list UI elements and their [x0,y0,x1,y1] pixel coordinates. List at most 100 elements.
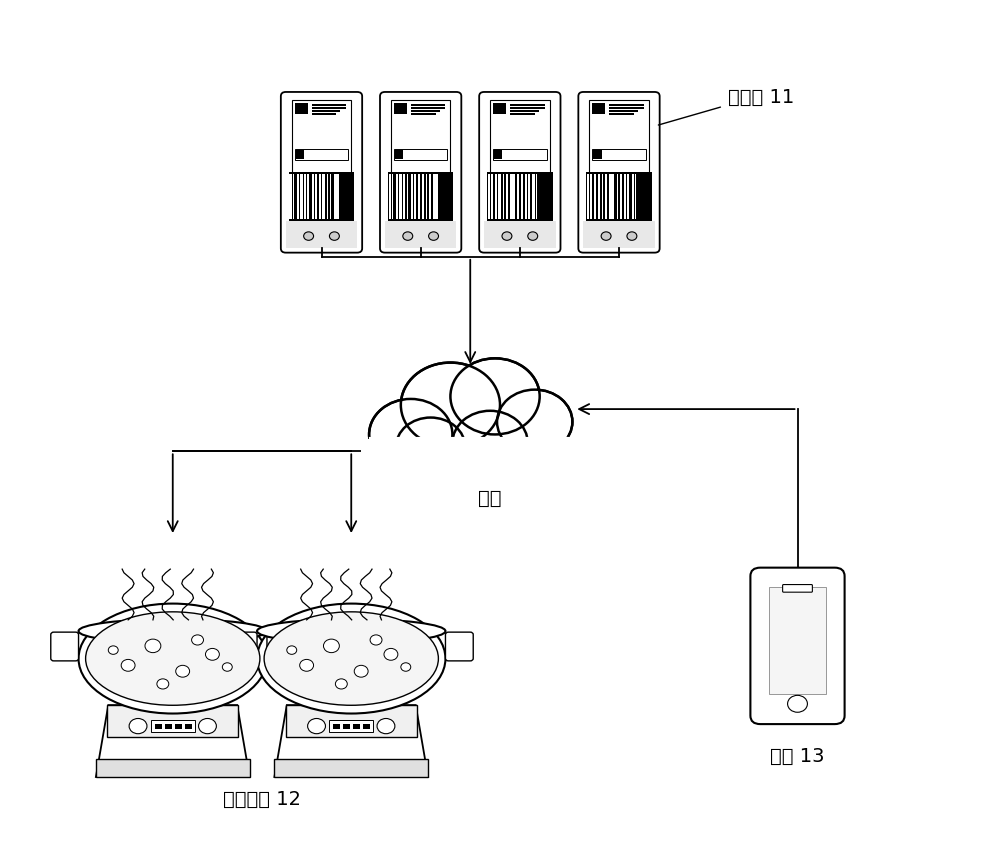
FancyBboxPatch shape [267,632,295,661]
Bar [521,175,523,220]
Bar [612,175,614,220]
Ellipse shape [86,612,260,705]
Bar [327,175,328,220]
Bar [525,175,527,220]
Bar [343,723,350,728]
Circle shape [354,665,368,677]
Bar [605,175,607,220]
Bar [295,104,308,115]
FancyBboxPatch shape [380,93,461,253]
Circle shape [452,411,528,475]
FancyBboxPatch shape [583,222,655,249]
Bar [300,175,303,220]
Bar [389,175,391,220]
Bar [411,111,440,113]
Bar [295,150,348,160]
Bar [315,175,317,220]
Circle shape [429,233,439,241]
Bar [617,175,618,220]
Bar [488,175,490,220]
Bar [394,104,407,115]
Bar [510,111,539,113]
Bar [503,175,504,220]
Bar [293,175,294,220]
Ellipse shape [79,604,267,714]
Bar [107,705,238,738]
Bar [422,175,424,220]
Circle shape [601,233,611,241]
Bar [498,175,501,220]
Polygon shape [274,705,428,777]
Bar [312,113,336,116]
Bar [286,705,417,738]
Circle shape [401,663,411,671]
Bar [598,175,600,220]
Circle shape [287,646,297,654]
Bar [609,111,638,113]
Bar [620,175,622,220]
Bar [391,102,450,180]
Bar [602,175,603,220]
Bar [411,108,445,110]
Bar [590,175,592,220]
Ellipse shape [264,612,438,705]
Bar [510,113,535,116]
FancyBboxPatch shape [286,222,357,249]
Bar [609,108,644,110]
FancyBboxPatch shape [578,93,660,253]
Bar [155,723,162,728]
Bar [517,175,519,220]
Bar [593,151,602,160]
Bar [510,175,513,220]
FancyBboxPatch shape [783,585,812,593]
Bar [337,175,339,220]
Circle shape [222,663,232,671]
Circle shape [323,640,339,653]
FancyBboxPatch shape [281,93,362,253]
Bar [433,175,436,220]
Bar [330,175,331,220]
Circle shape [205,648,219,660]
Bar [513,175,515,220]
Bar [510,108,545,110]
Circle shape [528,233,538,241]
Ellipse shape [79,619,267,643]
Bar [429,175,431,220]
Bar [407,175,408,220]
Bar [307,175,309,220]
Bar [304,175,306,220]
Text: 网络: 网络 [478,489,502,508]
Bar [506,175,508,220]
Bar [586,173,652,222]
Circle shape [502,233,512,241]
Circle shape [396,418,465,477]
Bar [312,175,314,220]
Bar [329,720,373,732]
Circle shape [369,399,452,470]
Bar [312,105,346,107]
Bar [297,175,299,220]
Bar [175,723,182,728]
Bar [589,102,649,180]
Bar [414,175,416,220]
Bar [587,175,589,220]
Circle shape [403,365,498,446]
Bar [396,175,398,220]
FancyBboxPatch shape [445,632,473,661]
Text: 终端 13: 终端 13 [770,746,825,765]
Bar [426,175,427,220]
Ellipse shape [257,619,445,643]
Bar [609,175,612,220]
Bar [632,175,634,220]
Circle shape [384,648,398,660]
Bar [292,102,351,180]
Bar [487,173,553,222]
Circle shape [452,361,538,433]
Bar [436,175,438,220]
Bar [635,175,636,220]
Circle shape [329,233,339,241]
Circle shape [108,646,118,654]
Bar [592,104,605,115]
Circle shape [304,233,314,241]
Bar [411,113,436,116]
